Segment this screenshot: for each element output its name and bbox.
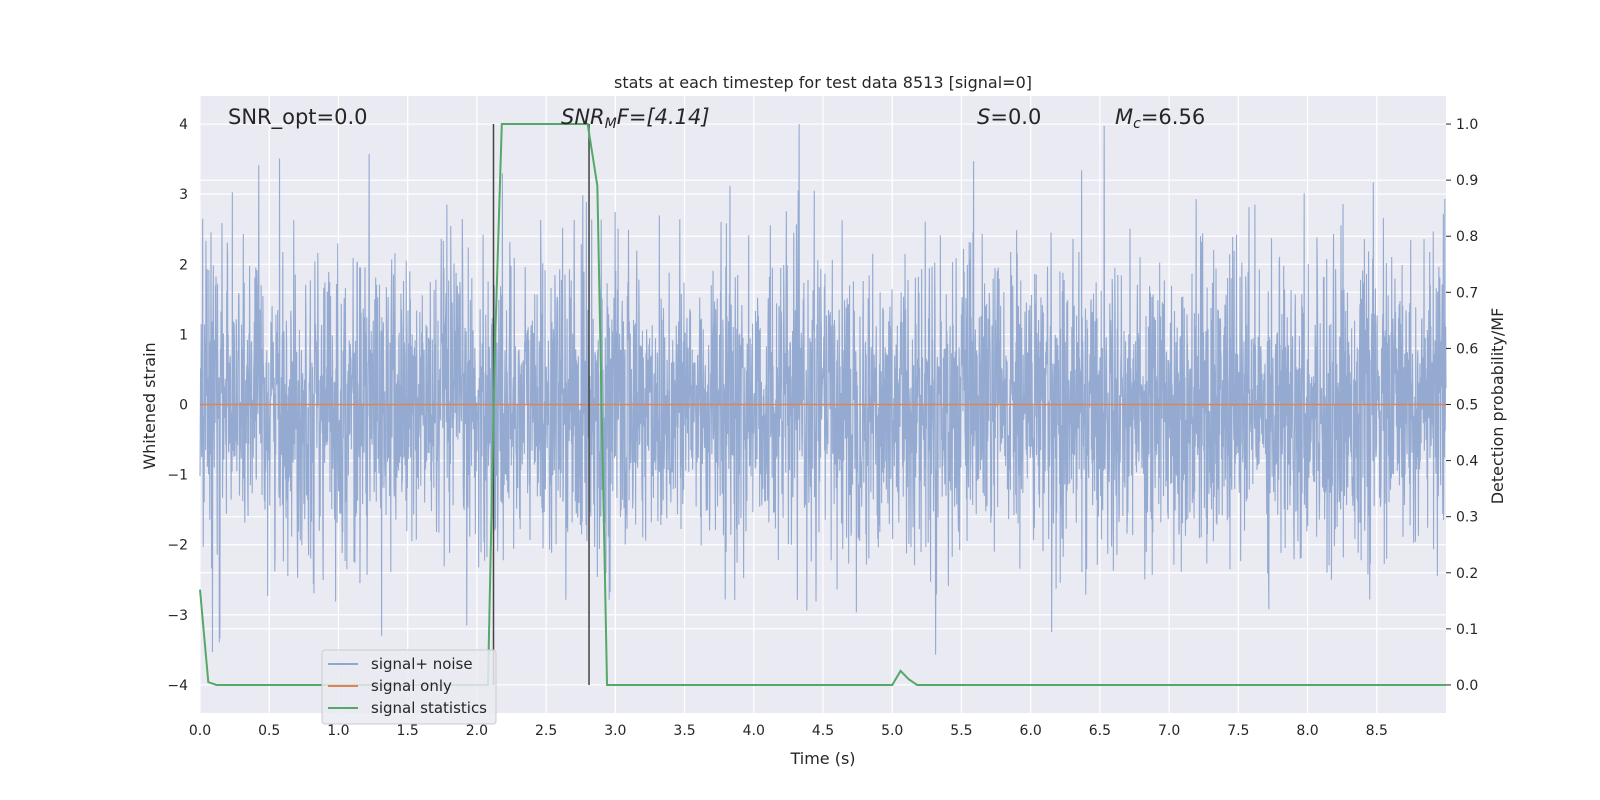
legend-label-signal-only: signal only xyxy=(371,677,452,695)
y-tick-label: −2 xyxy=(167,538,188,554)
noise-trace xyxy=(199,124,1447,655)
x-tick-label: 2.5 xyxy=(535,723,557,739)
y-tick-label: −3 xyxy=(167,608,188,624)
y-axis-ticks: 4 3 2 1 0 −1 −2 −3 −4 xyxy=(167,117,188,694)
x-tick-label: 3.5 xyxy=(673,723,695,739)
annotation-snr-mf: SNRMF=[4.14] xyxy=(561,105,710,132)
mc-label: M xyxy=(1115,105,1133,129)
y-axis-label: Whitened strain xyxy=(140,342,159,469)
x-tick-label: 7.5 xyxy=(1227,723,1249,739)
x-tick-label: 6.0 xyxy=(1020,723,1042,739)
y2-tick-label: 0.1 xyxy=(1456,622,1478,638)
x-tick-label: 3.0 xyxy=(604,723,626,739)
snr-mf-sub: M xyxy=(605,116,617,132)
x-tick-label: 1.5 xyxy=(397,723,419,739)
x-tick-label: 5.5 xyxy=(950,723,972,739)
y-tick-label: −1 xyxy=(167,468,188,484)
y2-tick-label: 0.7 xyxy=(1456,285,1478,301)
annotation-s: S=0.0 xyxy=(977,105,1041,129)
y-tick-label: 3 xyxy=(179,187,188,203)
y2-axis-ticks: 1.0 0.9 0.8 0.7 0.6 0.5 0.4 0.3 0.2 0.1 0.0 xyxy=(1446,117,1478,694)
chart-title: stats at each timestep for test data 851… xyxy=(614,73,1032,92)
x-tick-label: 2.0 xyxy=(466,723,488,739)
x-axis-ticks: 0.0 0.5 1.0 1.5 2.0 2.5 3.0 3.5 4.0 4.5 5.0 5.5 6.0 6… xyxy=(189,723,1388,739)
y2-tick-label: 0.8 xyxy=(1456,229,1478,245)
y-tick-label: 4 xyxy=(179,117,188,133)
x-tick-label: 5.0 xyxy=(881,723,903,739)
x-axis-label: Time (s) xyxy=(789,749,855,768)
snr-mf-label: SNR xyxy=(561,105,605,129)
y2-tick-label: 0.9 xyxy=(1456,173,1478,189)
x-tick-label: 4.5 xyxy=(812,723,834,739)
x-tick-label: 0.0 xyxy=(189,723,211,739)
series-signal-noise xyxy=(199,124,1447,655)
x-tick-label: 1.0 xyxy=(327,723,349,739)
y2-axis-label: Detection probability/MF xyxy=(1488,308,1507,505)
legend-box xyxy=(321,649,497,725)
y-tick-label: 0 xyxy=(179,398,188,414)
y2-tick-label: 0.0 xyxy=(1456,678,1478,694)
s-value: =0.0 xyxy=(990,105,1041,129)
y2-tick-label: 0.2 xyxy=(1456,566,1478,582)
legend-label-signal-noise: signal+ noise xyxy=(371,655,473,673)
snr-mf-value: F=[4.14] xyxy=(617,105,710,129)
y2-tick-label: 0.5 xyxy=(1456,398,1478,414)
x-tick-label: 8.0 xyxy=(1296,723,1318,739)
y2-tick-label: 0.4 xyxy=(1456,454,1478,470)
series-signal-statistics xyxy=(199,123,1446,686)
legend: signal+ noise signal only signal statist… xyxy=(321,649,497,725)
x-tick-label: 6.5 xyxy=(1089,723,1111,739)
mc-sub: c xyxy=(1133,116,1141,132)
y-tick-label: 2 xyxy=(179,257,188,273)
s-label: S xyxy=(977,105,990,129)
x-tick-label: 4.0 xyxy=(743,723,765,739)
mc-value: =6.56 xyxy=(1141,105,1205,129)
y-tick-label: −4 xyxy=(167,678,188,694)
y2-tick-label: 1.0 xyxy=(1456,117,1478,133)
x-tick-label: 7.0 xyxy=(1158,723,1180,739)
x-tick-label: 0.5 xyxy=(258,723,280,739)
annotation-snr-opt: SNR_opt=0.0 xyxy=(228,105,368,130)
y-tick-label: 1 xyxy=(179,327,188,343)
legend-label-signal-statistics: signal statistics xyxy=(371,699,487,717)
y2-tick-label: 0.3 xyxy=(1456,510,1478,526)
annotation-mc: Mc=6.56 xyxy=(1115,105,1205,132)
y2-tick-label: 0.6 xyxy=(1456,341,1478,357)
x-tick-label: 8.5 xyxy=(1366,723,1388,739)
